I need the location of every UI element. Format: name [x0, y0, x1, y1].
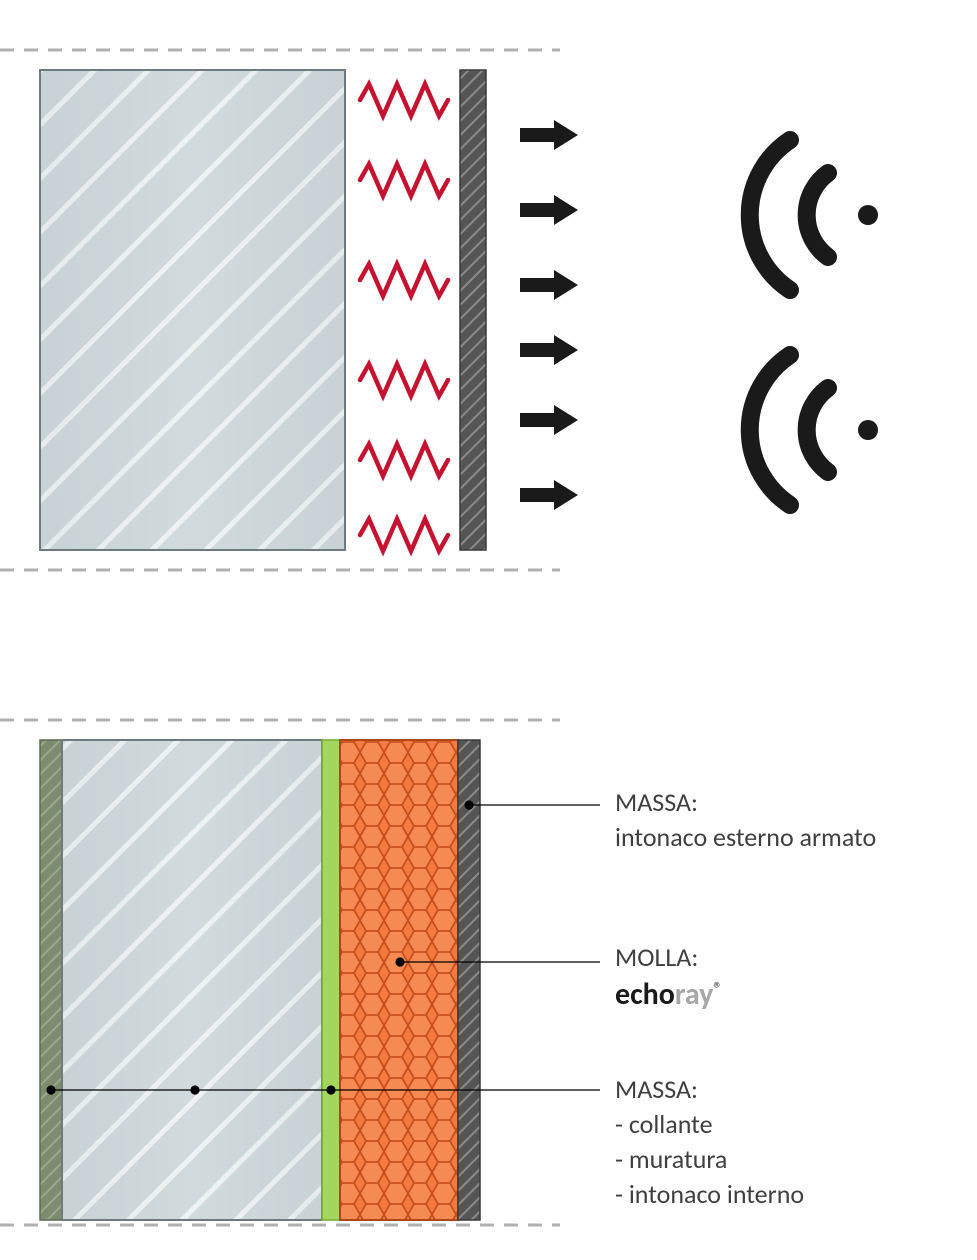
label-massa-int-line1: - collante [615, 1108, 713, 1140]
label-molla-title: MOLLA: [615, 941, 698, 973]
springs-group [360, 84, 448, 551]
sound-icon-2 [750, 355, 878, 505]
bottom-diagram [0, 700, 977, 1260]
thin-plaster-layer [460, 70, 486, 550]
layer-echoray [340, 740, 458, 1220]
layer-intonaco-interno [40, 740, 62, 1220]
label-massa-ext: MASSA: intonaco esterno armato [615, 785, 876, 855]
label-massa-int: MASSA: - collante - muratura - intonaco … [615, 1072, 804, 1212]
sound-icon-1 [750, 140, 878, 290]
label-massa-int-line3: - intonaco interno [615, 1178, 804, 1210]
top-diagram [0, 0, 977, 620]
label-massa-ext-title: MASSA: [615, 786, 698, 818]
label-massa-int-line2: - muratura [615, 1143, 727, 1175]
label-massa-int-title: MASSA: [615, 1073, 698, 1105]
brand-reg: ® [713, 977, 722, 999]
arrows-group [520, 120, 578, 510]
label-molla: MOLLA: echoray® [615, 940, 723, 1016]
brand-ray: ray [675, 976, 713, 1013]
brand-echo: echo [615, 976, 675, 1013]
layer-intonaco-esterno [458, 740, 480, 1220]
layer-collante [322, 740, 340, 1220]
label-massa-ext-line1: intonaco esterno armato [615, 821, 876, 853]
